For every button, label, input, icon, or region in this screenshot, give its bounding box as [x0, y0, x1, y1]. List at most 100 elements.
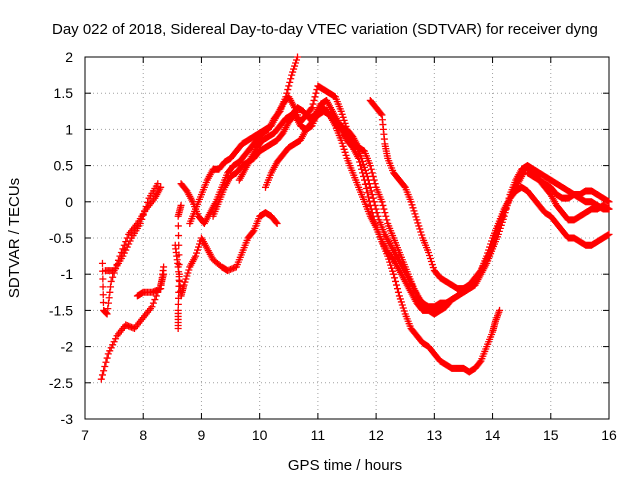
data-point — [103, 310, 111, 318]
y-tick-label: -0.5 — [49, 230, 73, 246]
data-point — [384, 252, 392, 260]
data-point — [362, 169, 370, 177]
data-point — [312, 89, 320, 97]
x-tick-label: 13 — [427, 427, 443, 443]
data-point — [396, 295, 404, 303]
data-point — [412, 213, 420, 221]
data-point — [105, 294, 113, 302]
data-point — [109, 341, 117, 349]
data-point — [337, 136, 345, 144]
data-point — [99, 291, 107, 299]
x-tick-label: 15 — [543, 427, 559, 443]
y-tick-label: 0 — [65, 194, 73, 210]
data-point — [400, 182, 408, 190]
grid-lines — [85, 57, 609, 419]
data-point — [120, 249, 128, 257]
data-point — [98, 259, 106, 267]
x-tick-label: 11 — [311, 427, 326, 443]
data-point — [418, 231, 426, 239]
data-point — [364, 176, 372, 184]
y-tick-label: 0.5 — [54, 158, 74, 174]
data-point — [180, 281, 188, 289]
data-point — [109, 273, 117, 281]
data-point — [107, 344, 115, 352]
data-point — [309, 100, 317, 108]
data-point — [361, 166, 369, 174]
data-point — [408, 201, 416, 209]
data-point — [184, 269, 192, 277]
data-point — [366, 162, 374, 170]
data-point — [368, 191, 376, 199]
data-point — [192, 252, 200, 260]
data-point — [488, 237, 496, 245]
data-point — [174, 300, 182, 308]
data-point — [100, 367, 108, 375]
data-point — [107, 283, 115, 291]
data-point — [367, 165, 375, 173]
data-point — [427, 258, 435, 266]
data-point — [339, 113, 347, 121]
data-point — [381, 209, 389, 217]
data-point — [485, 246, 493, 254]
data-point — [154, 180, 162, 188]
data-point — [487, 240, 495, 248]
data-point — [175, 294, 183, 302]
data-point — [175, 276, 183, 284]
x-tick-label: 10 — [252, 427, 268, 443]
y-axis-label: SDTVAR / TECUs — [6, 178, 23, 298]
data-point — [605, 205, 613, 213]
data-point — [106, 347, 114, 355]
x-tick-label: 8 — [139, 427, 147, 443]
data-point — [175, 282, 183, 290]
data-point — [390, 270, 398, 278]
data-point — [107, 277, 115, 285]
data-point — [338, 110, 346, 118]
data-point — [291, 62, 299, 70]
data-point — [194, 246, 202, 254]
data-point — [112, 335, 120, 343]
data-point — [483, 252, 491, 260]
y-tick-label: -1 — [61, 266, 74, 282]
data-point — [185, 266, 193, 274]
series-arc-13 — [523, 169, 613, 206]
data-point — [392, 277, 400, 285]
data-point — [377, 110, 385, 118]
x-tick-label: 12 — [368, 427, 384, 443]
x-tick-label: 7 — [81, 427, 89, 443]
data-point — [428, 261, 436, 269]
data-point — [372, 205, 380, 213]
data-point — [151, 296, 159, 304]
data-point — [359, 160, 367, 168]
y-tick-label: 1.5 — [54, 85, 74, 101]
data-point — [398, 301, 406, 309]
data-point — [311, 93, 319, 101]
plot-frame — [84, 56, 610, 420]
series-arc-2 — [98, 183, 165, 318]
data-point — [148, 303, 156, 311]
y-tick-label: -2.5 — [49, 375, 73, 391]
data-point — [379, 201, 387, 209]
data-point — [290, 65, 298, 73]
data-point — [378, 198, 386, 206]
series-arc-11 — [261, 107, 504, 376]
data-point — [370, 198, 378, 206]
data-point — [340, 145, 348, 153]
data-point — [289, 68, 297, 76]
x-axis-label: GPS time / hours — [288, 457, 402, 474]
x-tick-label: 9 — [198, 427, 206, 443]
data-point — [400, 307, 408, 315]
data-point — [417, 228, 425, 236]
data-point — [369, 194, 377, 202]
y-tick-label: -3 — [61, 411, 74, 427]
data-point — [249, 228, 257, 236]
data-point — [103, 354, 111, 362]
data-point — [415, 222, 423, 230]
data-point — [99, 275, 107, 283]
data-point — [337, 107, 345, 115]
data-point — [484, 249, 492, 257]
data-point — [410, 207, 418, 215]
data-point — [387, 261, 395, 269]
data-point — [287, 75, 295, 83]
data-point — [366, 183, 374, 191]
